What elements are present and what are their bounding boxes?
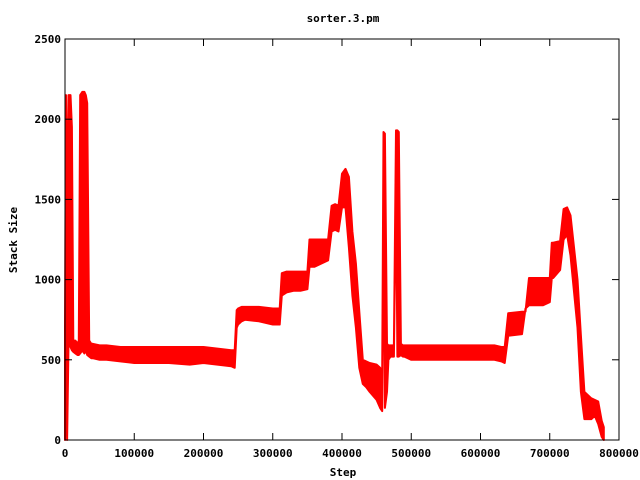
y-axis-label: Stack Size — [7, 207, 20, 274]
x-tick-label: 0 — [62, 447, 69, 460]
x-tick-label: 700000 — [530, 447, 570, 460]
chart-title: sorter.3.pm — [307, 12, 380, 25]
x-tick-label: 500000 — [391, 447, 431, 460]
x-tick-label: 200000 — [184, 447, 224, 460]
x-axis-label: Step — [330, 466, 357, 479]
y-tick-labels: 0 500 1000 1500 2000 2500 — [35, 33, 62, 447]
x-tick-label: 100000 — [114, 447, 154, 460]
y-tick-label: 2500 — [35, 33, 62, 46]
y-tick-label: 2000 — [35, 113, 62, 126]
x-tick-label: 400000 — [322, 447, 362, 460]
x-tick-label: 600000 — [461, 447, 501, 460]
x-tick-labels: 0 100000 200000 300000 400000 500000 600000 700… — [62, 447, 639, 460]
y-tick-label: 1500 — [35, 193, 62, 206]
y-tick-label: 500 — [41, 354, 61, 367]
x-tick-label: 300000 — [253, 447, 293, 460]
y-tick-label: 0 — [54, 434, 61, 447]
x-tick-label: 800000 — [599, 447, 639, 460]
axis-ticks — [64, 38, 620, 441]
y-tick-label: 1000 — [35, 274, 62, 287]
